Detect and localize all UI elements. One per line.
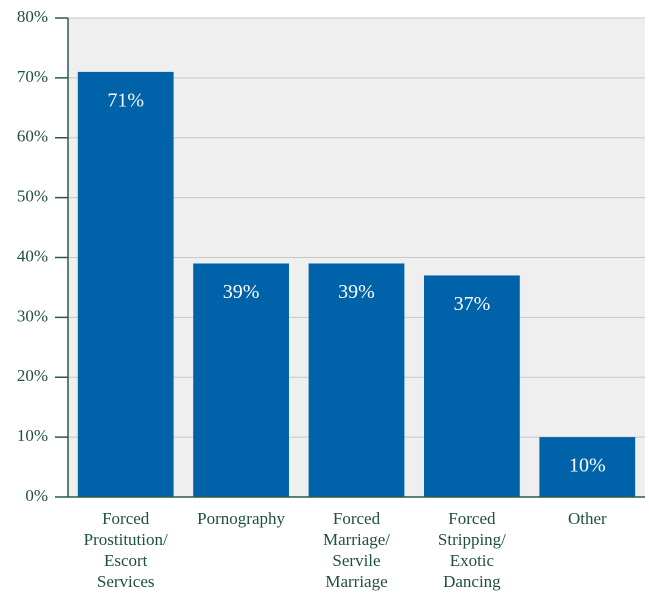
- bar: [193, 263, 289, 497]
- value-label: 10%: [569, 455, 606, 477]
- y-tick-label: 70%: [17, 67, 48, 86]
- y-tick-label: 80%: [17, 7, 48, 26]
- value-label: 71%: [107, 89, 144, 111]
- value-label: 39%: [223, 281, 260, 303]
- y-tick-label: 20%: [17, 366, 48, 385]
- x-tick-label: Forced Stripping/Exotic Dancing: [438, 509, 506, 591]
- bar: [424, 275, 520, 497]
- value-label: 39%: [338, 281, 375, 303]
- y-tick-label: 30%: [17, 306, 48, 325]
- y-tick-label: 40%: [17, 246, 48, 265]
- x-tick-label: Forced Marriage/Servile Marriage: [323, 509, 390, 591]
- x-tick-label: Forced Prostitution/Escort Services: [84, 509, 168, 591]
- value-label: 37%: [454, 293, 491, 315]
- x-tick-label: Other: [568, 509, 607, 528]
- bar: [539, 437, 636, 497]
- y-tick-label: 0%: [25, 486, 48, 505]
- y-tick-label: 50%: [17, 187, 48, 206]
- bar: [77, 71, 174, 497]
- y-tick-label: 60%: [17, 127, 48, 146]
- x-tick-label: Pornography: [197, 509, 285, 528]
- bar: [308, 263, 405, 497]
- y-tick-label: 10%: [17, 426, 48, 445]
